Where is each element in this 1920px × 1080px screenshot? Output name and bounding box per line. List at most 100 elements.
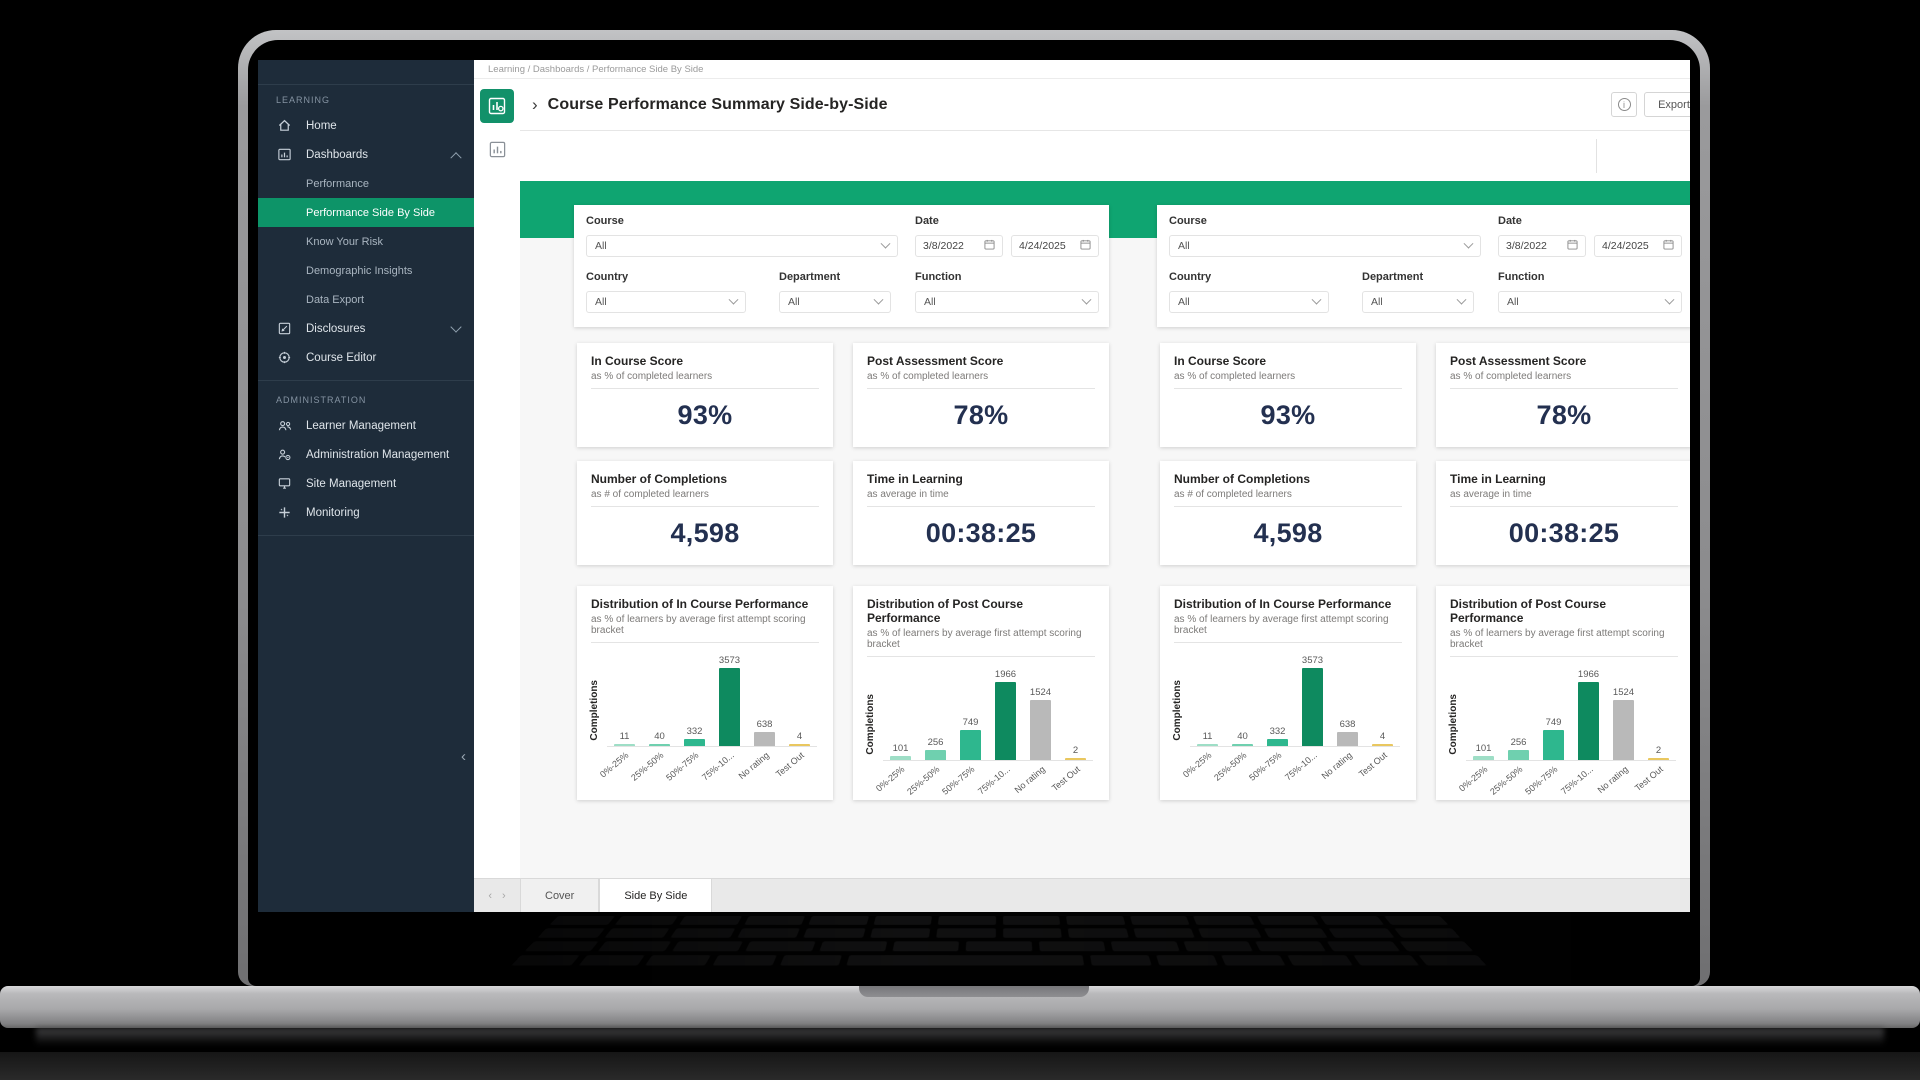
bar[interactable] — [1065, 757, 1086, 760]
bar[interactable] — [1473, 756, 1494, 760]
bar-value-label: 40 — [654, 730, 665, 742]
secondary-report-icon[interactable] — [485, 137, 509, 161]
bar[interactable] — [960, 730, 981, 760]
sidebar-item-label: Monitoring — [306, 506, 360, 519]
chart-bar-slot: 332 50%-75% — [665, 651, 712, 783]
kpi-value: 93% — [1260, 400, 1316, 430]
date-to-field[interactable]: 4/24/2025 — [1011, 235, 1099, 257]
department-filter-select[interactable]: All — [779, 291, 891, 313]
dashboard-panel-left: Course All Date 3/8/2022 4/24/2025 Country All… — [574, 205, 1109, 817]
bar[interactable] — [1648, 757, 1669, 760]
chart-title: Distribution of Post Course Performance — [1450, 597, 1606, 625]
department-filter-select[interactable]: All — [1362, 291, 1474, 313]
x-axis-tick-label: No rating — [736, 750, 771, 782]
bar-chart: Completions 101 0%-25% 256 25%-50% 749 50%-75%… — [1448, 661, 1678, 807]
bar-value-label: 4 — [1379, 730, 1386, 742]
bar[interactable] — [1543, 730, 1564, 760]
page-title: Course Performance Summary Side-by-Side — [547, 95, 888, 113]
course-filter-select[interactable]: All — [586, 235, 898, 257]
bar-value-label: 332 — [686, 725, 703, 737]
kpi-subtitle: as # of completed learners — [1174, 489, 1402, 507]
laptop-deck — [258, 912, 1690, 984]
department-filter-select-value: All — [788, 296, 800, 308]
toolbar-space — [520, 131, 1690, 181]
sidebar-item-label: Demographic Insights — [306, 264, 413, 277]
bar[interactable] — [1337, 732, 1358, 746]
sidebar-collapse-button[interactable]: ‹ — [461, 748, 466, 765]
kpi-value: 78% — [953, 400, 1009, 430]
sidebar-item-site-management[interactable]: Site Management — [258, 469, 474, 498]
bar[interactable] — [1372, 743, 1393, 746]
bar[interactable] — [890, 756, 911, 760]
bar-value-label: 638 — [1339, 719, 1356, 731]
bar-value-label: 4 — [796, 730, 803, 742]
country-filter-select[interactable]: All — [586, 291, 746, 313]
date-from-field[interactable]: 3/8/2022 — [1498, 235, 1586, 257]
department-filter-label: Department — [1362, 271, 1424, 283]
bar[interactable] — [789, 743, 810, 746]
bar[interactable] — [1578, 682, 1599, 760]
country-filter-select[interactable]: All — [1169, 291, 1329, 313]
bar[interactable] — [1508, 749, 1529, 760]
sidebar-item-dashboards[interactable]: Dashboards — [258, 140, 474, 169]
course-filter-select[interactable]: All — [1169, 235, 1481, 257]
bar[interactable] — [925, 749, 946, 760]
bar[interactable] — [1197, 743, 1218, 746]
sidebar-item-performance[interactable]: Performance — [258, 169, 474, 198]
chart-plot-area: 11 0%-25% 40 25%-50% 332 50%-75% 3573 75%-10...… — [598, 651, 817, 783]
bar[interactable] — [995, 682, 1016, 760]
sidebar-item-administration-management[interactable]: Administration Management — [258, 440, 474, 469]
sidebar-item-home[interactable]: Home — [258, 111, 474, 140]
bar[interactable] — [684, 738, 705, 746]
sidebar-item-know-your-risk[interactable]: Know Your Risk — [258, 227, 474, 256]
date-from-field[interactable]: 3/8/2022 — [915, 235, 1003, 257]
sidebar-item-data-export[interactable]: Data Export — [258, 285, 474, 314]
kpi-value: 00:38:25 — [1508, 518, 1620, 548]
function-filter-select[interactable]: All — [915, 291, 1099, 313]
function-filter-select[interactable]: All — [1498, 291, 1682, 313]
date-to-field[interactable]: 4/24/2025 — [1594, 235, 1682, 257]
sidebar-item-label: Administration Management — [306, 448, 450, 461]
course-filter-select-value: All — [1178, 240, 1190, 252]
tab-cover[interactable]: Cover — [520, 879, 600, 912]
export-button[interactable]: Export — [1644, 92, 1690, 117]
kpi-value: 4,598 — [1253, 518, 1323, 548]
bar-value-label: 101 — [1475, 743, 1492, 754]
chart-bar-slot: 1524 No rating — [1013, 665, 1058, 796]
sidebar-item-demographic-insights[interactable]: Demographic Insights — [258, 256, 474, 285]
title-chevron-icon[interactable]: › — [532, 94, 538, 114]
kpi-card: Time in Learning as average in time 00:38:… — [1436, 461, 1690, 565]
bar[interactable] — [719, 668, 740, 746]
chart-bar-slot: 101 0%-25% — [874, 665, 918, 794]
chart-subtitle: as % of learners by average first attemp… — [1450, 628, 1678, 657]
sidebar-item-monitoring[interactable]: Monitoring — [258, 498, 474, 527]
tab-prev-icon[interactable]: ‹ — [488, 889, 492, 902]
tab-side-by-side[interactable]: Side By Side — [599, 879, 713, 912]
calendar-icon — [1080, 239, 1091, 253]
bar[interactable] — [1030, 699, 1051, 760]
sidebar-item-performance-side-by-side[interactable]: Performance Side By Side — [258, 198, 474, 227]
bar[interactable] — [614, 743, 635, 746]
info-button[interactable]: i — [1611, 92, 1637, 117]
bar[interactable] — [1613, 699, 1634, 760]
bar[interactable] — [1267, 738, 1288, 746]
x-axis-tick-label: Test Out — [1049, 764, 1082, 794]
laptop-lid-notch — [859, 986, 1089, 997]
chart-y-axis-label: Completions — [589, 680, 600, 741]
sidebar-item-course-editor[interactable]: Course Editor — [258, 343, 474, 372]
bar[interactable] — [754, 732, 775, 746]
chart-card: Distribution of In Course Performance as … — [1160, 586, 1416, 800]
tab-next-icon[interactable]: › — [502, 889, 506, 902]
sidebar-item-label: Course Editor — [306, 351, 377, 364]
chart-bar-slot: 4 Test Out — [774, 651, 817, 779]
bar[interactable] — [1302, 668, 1323, 746]
chart-title: Distribution of In Course Performance — [1174, 597, 1392, 611]
bar[interactable] — [649, 743, 670, 746]
sidebar-item-disclosures[interactable]: Disclosures — [258, 314, 474, 343]
date-to-field-value: 4/24/2025 — [1602, 240, 1649, 252]
bar[interactable] — [1232, 743, 1253, 746]
report-body: › Course Performance Summary Side-by-Sid… — [474, 79, 1690, 878]
sidebar-item-learner-management[interactable]: Learner Management — [258, 411, 474, 440]
chart-subtitle: as % of learners by average first attemp… — [591, 614, 819, 643]
active-report-icon[interactable] — [480, 89, 514, 123]
